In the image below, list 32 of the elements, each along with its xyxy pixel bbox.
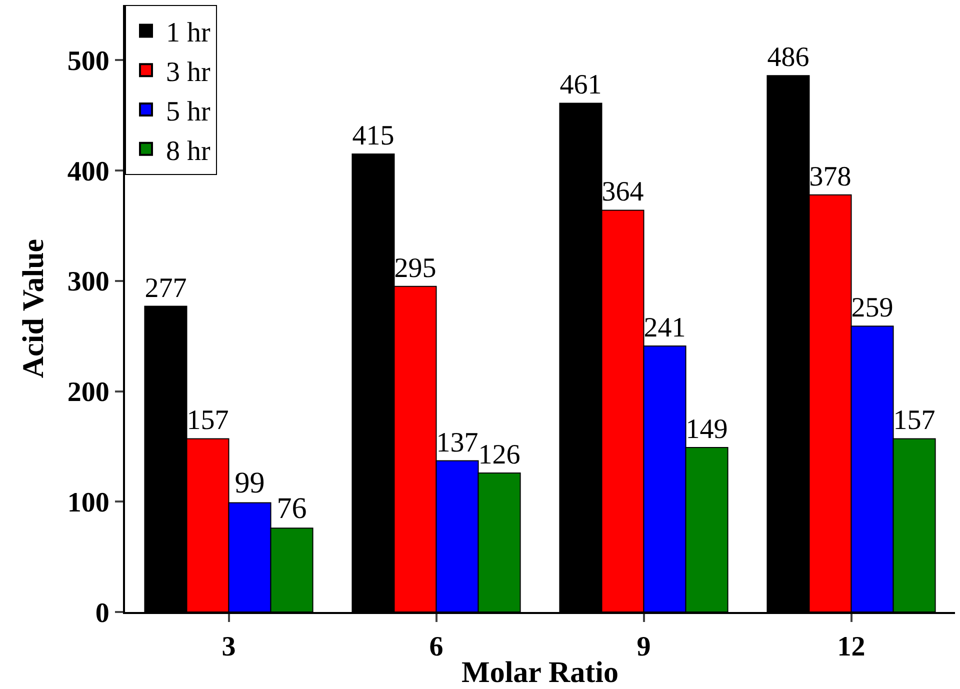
- x-tick-label: 6: [429, 632, 444, 663]
- y-tick-label: 300: [67, 266, 110, 298]
- data-label: 126: [478, 439, 520, 470]
- x-tick-label: 3: [222, 632, 236, 663]
- y-tick-label: 100: [67, 487, 110, 518]
- legend-label: 8 hr: [166, 136, 211, 167]
- data-label: 241: [644, 312, 686, 344]
- legend-label: 5 hr: [166, 96, 211, 128]
- data-label: 295: [394, 252, 436, 284]
- data-label: 415: [352, 120, 394, 152]
- data-label: 461: [560, 70, 602, 101]
- data-label: 76: [276, 492, 307, 526]
- y-tick-label: 400: [67, 156, 110, 188]
- legend-label: 1 hr: [166, 18, 211, 49]
- data-label: 137: [436, 427, 478, 458]
- y-tick-label: 500: [67, 46, 110, 77]
- data-label: 277: [144, 272, 187, 304]
- data-label: 259: [851, 292, 894, 324]
- data-label: 157: [186, 405, 229, 436]
- y-axis-title: Acid Value: [16, 238, 50, 378]
- x-axis-title: Molar Ratio: [462, 656, 618, 689]
- y-tick-label: 0: [95, 598, 110, 629]
- data-label: 378: [809, 161, 852, 192]
- x-tick-label: 9: [636, 632, 651, 663]
- y-tick-label: 200: [67, 377, 110, 408]
- x-tick-label: 12: [837, 632, 866, 663]
- data-label: 486: [767, 42, 810, 74]
- data-label: 99: [234, 466, 265, 500]
- data-label: 149: [686, 414, 728, 446]
- data-label: 157: [893, 405, 936, 436]
- legend-label: 3 hr: [166, 57, 211, 88]
- data-label: 364: [602, 176, 644, 208]
